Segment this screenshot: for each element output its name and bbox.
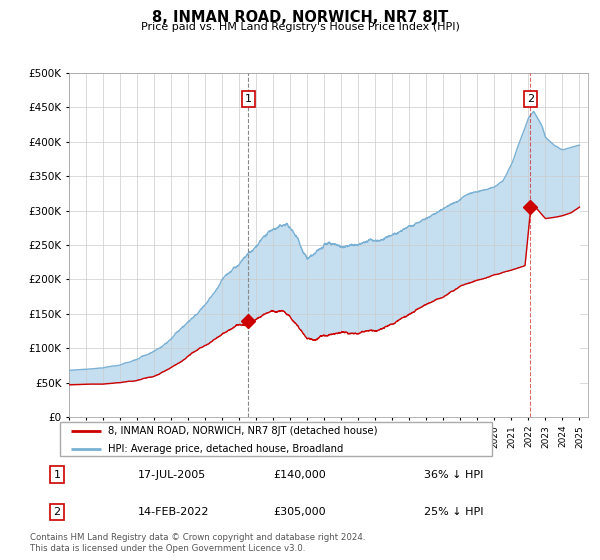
Text: 1: 1 xyxy=(245,94,252,104)
Text: 1: 1 xyxy=(53,470,61,479)
Text: Contains HM Land Registry data © Crown copyright and database right 2024.
This d: Contains HM Land Registry data © Crown c… xyxy=(30,533,365,553)
FancyBboxPatch shape xyxy=(60,422,492,456)
Text: 17-JUL-2005: 17-JUL-2005 xyxy=(138,470,206,479)
Text: 8, INMAN ROAD, NORWICH, NR7 8JT (detached house): 8, INMAN ROAD, NORWICH, NR7 8JT (detache… xyxy=(107,426,377,436)
Text: 25% ↓ HPI: 25% ↓ HPI xyxy=(424,507,484,517)
Text: 8, INMAN ROAD, NORWICH, NR7 8JT: 8, INMAN ROAD, NORWICH, NR7 8JT xyxy=(152,10,448,25)
Text: Price paid vs. HM Land Registry's House Price Index (HPI): Price paid vs. HM Land Registry's House … xyxy=(140,22,460,32)
Text: 36% ↓ HPI: 36% ↓ HPI xyxy=(424,470,484,479)
Text: 14-FEB-2022: 14-FEB-2022 xyxy=(138,507,209,517)
Text: 2: 2 xyxy=(527,94,534,104)
Text: HPI: Average price, detached house, Broadland: HPI: Average price, detached house, Broa… xyxy=(107,444,343,454)
Text: £305,000: £305,000 xyxy=(274,507,326,517)
Text: £140,000: £140,000 xyxy=(274,470,326,479)
Text: 2: 2 xyxy=(53,507,61,517)
